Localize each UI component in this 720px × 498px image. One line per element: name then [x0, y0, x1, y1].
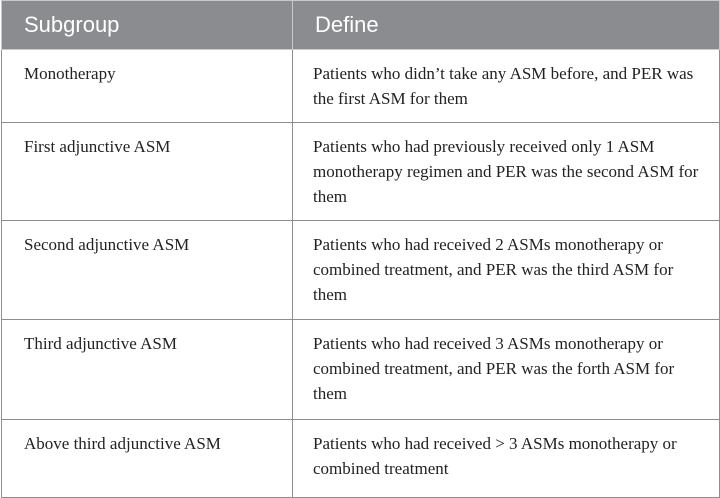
define-cell: Patients who had previously received onl… [292, 122, 720, 221]
subgroup-cell: Third adjunctive ASM [1, 319, 293, 420]
define-cell: Patients who had received 3 ASMs monothe… [292, 319, 720, 420]
table-row: First adjunctive ASM Patients who had pr… [1, 122, 720, 221]
subgroup-cell: First adjunctive ASM [1, 122, 293, 221]
table-row: Second adjunctive ASM Patients who had r… [1, 220, 720, 320]
define-cell: Patients who didn’t take any ASM before,… [292, 49, 720, 123]
subgroup-cell: Above third adjunctive ASM [1, 419, 293, 498]
subgroup-cell: Second adjunctive ASM [1, 220, 293, 320]
define-cell: Patients who had received 2 ASMs monothe… [292, 220, 720, 320]
table-row: Third adjunctive ASM Patients who had re… [1, 319, 720, 420]
table-header-row: Subgroup Define [1, 0, 720, 50]
table-row: Monotherapy Patients who didn’t take any… [1, 49, 720, 123]
column-header-subgroup: Subgroup [1, 0, 293, 50]
define-cell: Patients who had received > 3 ASMs monot… [292, 419, 720, 498]
subgroup-cell: Monotherapy [1, 49, 293, 123]
table-row: Above third adjunctive ASM Patients who … [1, 419, 720, 498]
column-header-define: Define [292, 0, 720, 50]
